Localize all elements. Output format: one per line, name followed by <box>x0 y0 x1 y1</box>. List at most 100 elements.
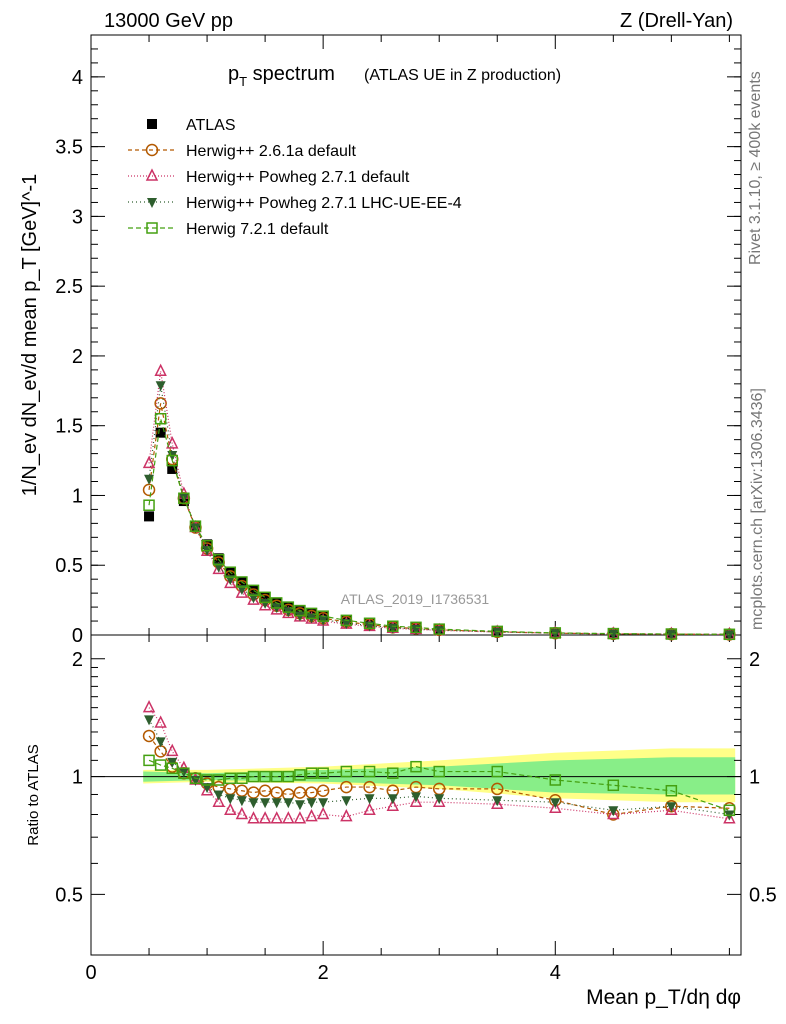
ratio-point <box>607 806 620 820</box>
top-ytick-label: 2.5 <box>55 276 83 298</box>
data-point <box>410 621 422 634</box>
data-point <box>260 592 271 603</box>
data-point <box>212 561 225 575</box>
ratio-point <box>143 754 155 767</box>
ratio-point <box>666 802 677 813</box>
ratio-point <box>433 794 446 807</box>
data-point <box>144 511 155 522</box>
ratio-point <box>270 770 283 783</box>
data-point <box>433 623 445 635</box>
top-ylabel: 1/N_ev dN_ev/d mean p_T [GeV]^-1 <box>19 174 41 497</box>
ratio-point <box>492 796 503 807</box>
legend-item: Herwig 7.2.1 default <box>128 221 329 238</box>
bottom-ytick-label-right: 1 <box>749 767 760 789</box>
top-ytick-label: 4 <box>72 67 83 89</box>
top-ytick-label: 1 <box>72 485 83 507</box>
data-point <box>224 566 237 578</box>
bottom-ytick-label-right: 2 <box>749 649 760 671</box>
ratio-series-group <box>142 699 736 824</box>
ratio-series-1 <box>142 699 736 824</box>
data-point <box>317 610 329 622</box>
series-4 <box>143 412 736 641</box>
ratio-point <box>340 765 353 778</box>
top-ytick-label: 3 <box>72 206 83 228</box>
ratio-point <box>363 802 376 816</box>
ratio-point <box>410 760 422 773</box>
ratio-point <box>293 811 307 824</box>
data-point <box>341 619 352 630</box>
legend-label: Herwig++ 2.6.1a default <box>186 143 356 160</box>
data-point <box>213 553 224 564</box>
analysis-watermark: ATLAS_2019_I1736531 <box>341 591 490 607</box>
ratio-series-2 <box>144 715 735 821</box>
ratio-point <box>247 770 260 783</box>
data-point <box>224 575 237 589</box>
x-axis-ticks: 0 2 4 <box>85 35 730 984</box>
legend-marker <box>147 119 157 129</box>
data-point <box>294 604 306 617</box>
ratio-point <box>607 779 620 792</box>
ratio-point <box>224 772 237 785</box>
ratio-line <box>148 707 730 820</box>
legend-marker <box>147 198 157 208</box>
ratio-point <box>142 699 156 713</box>
title-main: pT spectrum <box>228 63 335 89</box>
ratio-point <box>142 729 156 743</box>
data-point <box>270 602 283 615</box>
data-point <box>723 628 736 641</box>
bottom-ytick-label: 0.5 <box>55 884 83 906</box>
data-point <box>154 412 167 425</box>
plot-title: pT spectrum (ATLAS UE in Z production) <box>228 63 561 89</box>
data-point <box>607 627 620 640</box>
ratio-point <box>260 798 271 809</box>
ratio-point <box>189 772 202 785</box>
data-point <box>260 598 271 609</box>
top-ytick-label: 3.5 <box>55 137 83 159</box>
data-point <box>259 591 271 604</box>
xtick-label: 2 <box>318 962 329 984</box>
ratio-point <box>340 780 353 794</box>
bottom-ytick-label-right: 0.5 <box>749 884 777 906</box>
data-point <box>491 625 503 638</box>
ratio-point <box>305 808 318 822</box>
ratio-point <box>236 772 248 785</box>
legend-item: Herwig++ Powheg 2.7.1 LHC-UE-EE-4 <box>128 195 462 212</box>
bottom-ytick-label: 1 <box>72 767 83 789</box>
top-ytick-label: 0 <box>72 625 83 647</box>
ratio-point <box>212 794 225 807</box>
data-point <box>608 629 619 640</box>
ratio-point <box>411 792 421 803</box>
ratio-point <box>387 794 398 805</box>
ratio-point <box>316 784 330 797</box>
data-point <box>166 454 178 467</box>
ratio-point <box>294 800 305 811</box>
data-point <box>305 607 318 620</box>
ratio-point <box>178 767 190 779</box>
data-point <box>724 630 735 641</box>
ratio-point <box>434 794 445 805</box>
ratio-point <box>258 811 272 824</box>
series-line <box>148 418 730 635</box>
ratio-point <box>248 798 259 809</box>
legend-item: ATLAS <box>147 117 236 134</box>
data-point <box>282 601 295 613</box>
ratio-line <box>148 759 730 811</box>
data-point <box>235 585 249 598</box>
data-point <box>258 598 272 611</box>
ratio-point <box>282 770 295 783</box>
ratio-point <box>271 798 282 809</box>
ratio-point <box>491 782 504 796</box>
ratio-point <box>200 783 214 796</box>
data-point <box>143 499 155 511</box>
data-point <box>236 576 248 588</box>
ratio-point <box>166 743 179 757</box>
ratio-point <box>235 806 249 820</box>
data-point <box>550 629 561 640</box>
data-point <box>144 474 155 485</box>
ratio-point <box>178 767 189 778</box>
ratio-point <box>318 798 329 809</box>
data-point <box>248 585 259 596</box>
ratio-point <box>144 715 155 726</box>
data-point <box>155 381 166 392</box>
ratio-point <box>166 762 178 775</box>
